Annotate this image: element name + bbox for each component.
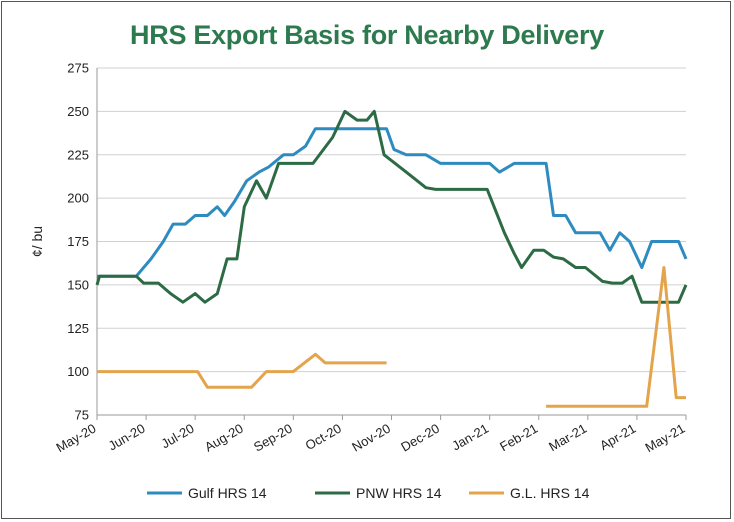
series-line-3	[546, 266, 686, 408]
x-tick-label: Jan-21	[449, 421, 491, 454]
x-tick-label: Feb-21	[497, 421, 540, 455]
x-tick-label: Dec-20	[398, 421, 442, 455]
series-line-1	[97, 127, 688, 278]
series-line-3	[97, 352, 387, 389]
x-tick-label: May-21	[642, 421, 687, 456]
y-tick-label: 275	[67, 61, 89, 76]
y-axis-label: ¢/ bu	[29, 226, 45, 257]
y-tick-label: 75	[75, 408, 89, 423]
x-tick-label: Mar-21	[546, 421, 589, 455]
y-tick-label: 100	[67, 364, 89, 379]
series-lines	[95, 109, 688, 408]
x-tick-label: Aug-20	[202, 421, 246, 455]
y-tick-label: 250	[67, 104, 89, 119]
legend-item: PNW HRS 14	[315, 485, 442, 501]
y-tick-label: 200	[67, 191, 89, 206]
y-tick-label: 150	[67, 277, 89, 292]
gridlines	[97, 67, 686, 416]
y-tick-label: 125	[67, 321, 89, 336]
x-tick-label: Nov-20	[349, 421, 393, 455]
x-tick-label: Jul-20	[158, 421, 196, 452]
legend-label: G.L. HRS 14	[510, 485, 590, 501]
x-tick-label: Sep-20	[251, 421, 295, 455]
legend-label: PNW HRS 14	[356, 485, 442, 501]
legend: Gulf HRS 14 PNW HRS 14 G.L. HRS 14	[147, 485, 590, 501]
chart-title: HRS Export Basis for Nearby Delivery	[130, 20, 604, 50]
y-tick-label: 175	[67, 234, 89, 249]
x-axis-ticks: May-20 Jun-20 Jul-20 Aug-20 Sep-20 Oct-20 Nov-…	[53, 415, 688, 456]
x-tick-label: Apr-21	[597, 421, 638, 454]
y-tick-label: 225	[67, 147, 89, 162]
series-line-2	[95, 109, 688, 304]
x-tick-label: Oct-20	[303, 421, 344, 453]
x-tick-label: May-20	[53, 421, 98, 456]
y-axis-ticks: 75 100 125 150 175 200 225 250 275	[67, 61, 89, 423]
legend-item: Gulf HRS 14	[147, 485, 267, 501]
x-tick-label: Jun-20	[106, 421, 148, 454]
legend-label: Gulf HRS 14	[188, 485, 267, 501]
legend-item: G.L. HRS 14	[469, 485, 590, 501]
